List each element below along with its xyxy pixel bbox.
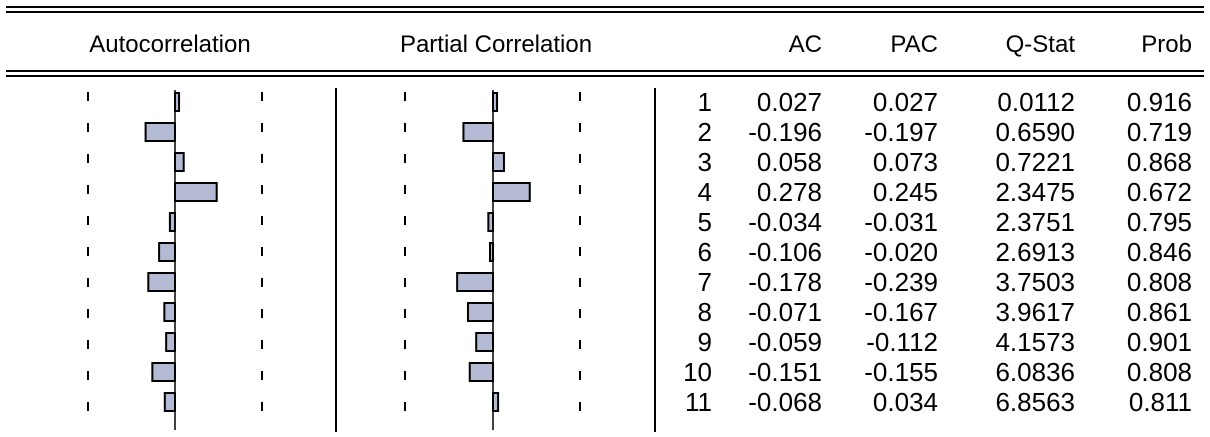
pac-cell-lag-1: 0.027: [873, 87, 938, 117]
acf-bar-lag-6: [158, 242, 177, 262]
pac-cell-lag-11: 0.034: [873, 387, 938, 417]
prob-cell-lag-3: 0.868: [1127, 147, 1192, 177]
pac-cell-lag-10: -0.155: [864, 357, 938, 387]
pacf-bar-lag-7: [456, 272, 494, 292]
pac-cell-lag-7: -0.239: [864, 267, 938, 297]
pacf-bar-lag-2: [462, 122, 495, 142]
pacf-bar-lag-6: [489, 242, 494, 262]
lag-cell-lag-5: 5: [698, 207, 712, 237]
prob-cell-lag-4: 0.672: [1127, 177, 1192, 207]
ac-cell-lag-11: -0.068: [748, 387, 822, 417]
pacf-bar-lag-5: [487, 212, 495, 232]
acf-bar-lag-4: [174, 182, 218, 202]
stats-table: 1 0.027 0.027 0.0112 0.916 2 -0.196 -0.197 0.659…: [683, 87, 1192, 417]
lag-cell-lag-9: 9: [698, 327, 712, 357]
qstat-cell-lag-8: 3.9617: [995, 297, 1075, 327]
lag-cell-lag-7: 7: [698, 267, 712, 297]
prob-cell-lag-10: 0.808: [1127, 357, 1192, 387]
acf-bar-lag-9: [165, 332, 176, 352]
lag-cell-lag-10: 10: [683, 357, 712, 387]
pac-cell-lag-3: 0.073: [873, 147, 938, 177]
header-autocorrelation: Autocorrelation: [89, 31, 250, 58]
lag-cell-lag-1: 1: [698, 87, 712, 117]
qstat-cell-lag-2: 0.6590: [995, 117, 1075, 147]
pacf-bar-lag-4: [492, 182, 531, 202]
qstat-cell-lag-6: 2.6913: [995, 237, 1075, 267]
prob-cell-lag-8: 0.861: [1127, 297, 1192, 327]
acf-bar-lag-11: [163, 392, 177, 412]
ac-cell-lag-10: -0.151: [748, 357, 822, 387]
ac-cell-lag-8: -0.071: [748, 297, 822, 327]
qstat-cell-lag-7: 3.7503: [995, 267, 1075, 297]
pacf-bar-lag-3: [492, 152, 505, 172]
prob-cell-lag-5: 0.795: [1127, 207, 1192, 237]
ac-cell-lag-5: -0.034: [748, 207, 822, 237]
acf-bar-lag-1: [174, 92, 181, 112]
pac-cell-lag-4: 0.245: [873, 177, 938, 207]
acf-bar-lag-2: [144, 122, 177, 142]
prob-cell-lag-7: 0.808: [1127, 267, 1192, 297]
prob-cell-lag-9: 0.901: [1127, 327, 1192, 357]
pacf-bar-lag-11: [492, 392, 500, 412]
qstat-cell-lag-5: 2.3751: [995, 207, 1075, 237]
header-pac: PAC: [890, 31, 938, 58]
pac-cell-lag-6: -0.020: [864, 237, 938, 267]
ac-cell-lag-2: -0.196: [748, 117, 822, 147]
lag-cell-lag-11: 11: [685, 387, 712, 417]
qstat-cell-lag-4: 2.3475: [995, 177, 1075, 207]
acf-bar-lag-8: [163, 302, 177, 322]
acf-bar-lag-10: [151, 362, 177, 382]
ac-cell-lag-3: 0.058: [757, 147, 822, 177]
ac-cell-lag-7: -0.178: [748, 267, 822, 297]
lag-cell-lag-2: 2: [698, 117, 712, 147]
pacf-bar-lag-10: [468, 362, 494, 382]
qstat-cell-lag-9: 4.1573: [995, 327, 1075, 357]
header-ac: AC: [789, 31, 822, 58]
acf-bar-lag-5: [168, 212, 176, 232]
header-qstat: Q-Stat: [1006, 31, 1076, 58]
prob-cell-lag-11: 0.811: [1129, 387, 1192, 417]
ac-cell-lag-6: -0.106: [748, 237, 822, 267]
qstat-cell-lag-11: 6.8563: [995, 387, 1075, 417]
lag-cell-lag-6: 6: [698, 237, 712, 267]
lag-cell-lag-8: 8: [698, 297, 712, 327]
pac-cell-lag-9: -0.112: [866, 327, 938, 357]
pacf-bar-lag-1: [492, 92, 499, 112]
header-prob: Prob: [1141, 31, 1192, 58]
lag-cell-lag-3: 3: [698, 147, 712, 177]
acf-bar-lag-3: [174, 152, 185, 172]
ac-cell-lag-4: 0.278: [757, 177, 822, 207]
qstat-cell-lag-10: 6.0836: [995, 357, 1075, 387]
pacf-bars: [456, 92, 531, 412]
prob-cell-lag-2: 0.719: [1127, 117, 1192, 147]
pac-cell-lag-2: -0.197: [864, 117, 938, 147]
ac-cell-lag-1: 0.027: [757, 87, 822, 117]
qstat-cell-lag-3: 0.7221: [995, 147, 1075, 177]
header-partial-correlation: Partial Correlation: [400, 31, 592, 58]
pacf-bar-lag-9: [475, 332, 495, 352]
lag-cell-lag-4: 4: [698, 177, 712, 207]
acf-bars: [144, 92, 218, 412]
pac-cell-lag-5: -0.031: [864, 207, 938, 237]
prob-cell-lag-6: 0.846: [1127, 237, 1192, 267]
pacf-bar-lag-8: [466, 302, 495, 322]
prob-cell-lag-1: 0.916: [1127, 87, 1192, 117]
acf-bar-lag-7: [147, 272, 177, 292]
ac-cell-lag-9: -0.059: [748, 327, 822, 357]
pac-cell-lag-8: -0.167: [864, 297, 938, 327]
qstat-cell-lag-1: 0.0112: [997, 87, 1075, 117]
